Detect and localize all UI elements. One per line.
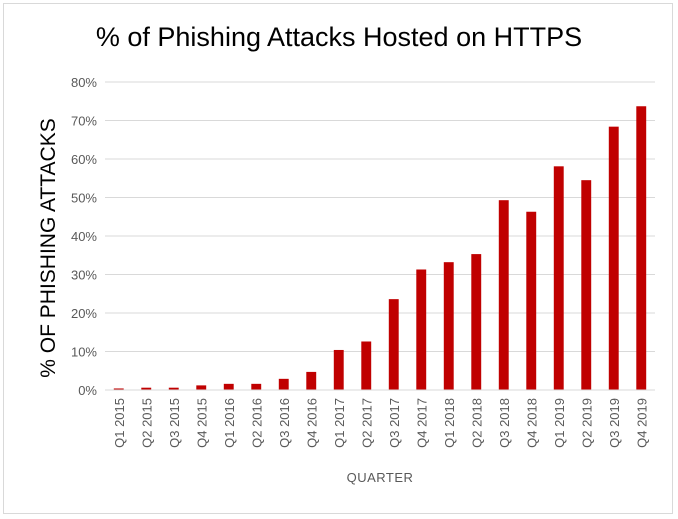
bar [306, 371, 317, 390]
bar [443, 262, 454, 390]
x-tick-label: Q1 2019 [552, 398, 567, 448]
bar [416, 269, 427, 390]
x-tick-label: Q3 2019 [607, 398, 622, 448]
bar [608, 126, 619, 390]
x-tick-label: Q1 2018 [442, 398, 457, 448]
y-tick-label: 60% [71, 152, 97, 167]
x-tick-label: Q4 2017 [414, 398, 429, 448]
x-tick-label: Q3 2018 [497, 398, 512, 448]
bar [141, 387, 152, 390]
y-tick-label: 10% [71, 345, 97, 360]
bar [251, 383, 262, 390]
y-tick-label: 50% [71, 191, 97, 206]
x-tick-label: Q1 2016 [222, 398, 237, 448]
x-tick-label: Q3 2015 [167, 398, 182, 448]
x-tick-label: Q2 2017 [359, 398, 374, 448]
chart-title: % of Phishing Attacks Hosted on HTTPS [95, 22, 583, 52]
bar [526, 211, 537, 390]
y-tick-label: 0% [78, 383, 97, 398]
x-tick-label: Q1 2015 [112, 398, 127, 448]
x-axis-label: QUARTER [346, 470, 414, 485]
bar [333, 349, 344, 390]
y-tick-label: 30% [71, 268, 97, 283]
x-tick-label: Q2 2015 [139, 398, 154, 448]
bar [278, 378, 289, 390]
bar [553, 166, 564, 390]
bar [361, 341, 372, 390]
x-tick-label: Q2 2016 [249, 398, 264, 448]
x-tick-label: Q3 2017 [387, 398, 402, 448]
bar [581, 180, 592, 390]
y-tick-label: 70% [71, 114, 97, 129]
y-tick-label: 40% [71, 229, 97, 244]
bar [113, 388, 124, 390]
bar [168, 387, 179, 390]
x-tick-label: Q4 2016 [304, 398, 319, 448]
bar [471, 254, 482, 390]
bar [388, 299, 399, 390]
x-tick-label: Q1 2017 [332, 398, 347, 448]
y-tick-label: 20% [71, 306, 97, 321]
x-tick-label: Q4 2015 [194, 398, 209, 448]
x-tick-label: Q3 2016 [277, 398, 292, 448]
bar [636, 106, 647, 390]
x-tick-label: Q4 2019 [634, 398, 649, 448]
bar [196, 385, 207, 390]
bar [223, 383, 234, 390]
x-tick-label: Q2 2019 [579, 398, 594, 448]
y-tick-label: 80% [71, 75, 97, 90]
x-tick-label: Q4 2018 [524, 398, 539, 448]
bar [498, 200, 509, 390]
x-tick-label: Q2 2018 [469, 398, 484, 448]
